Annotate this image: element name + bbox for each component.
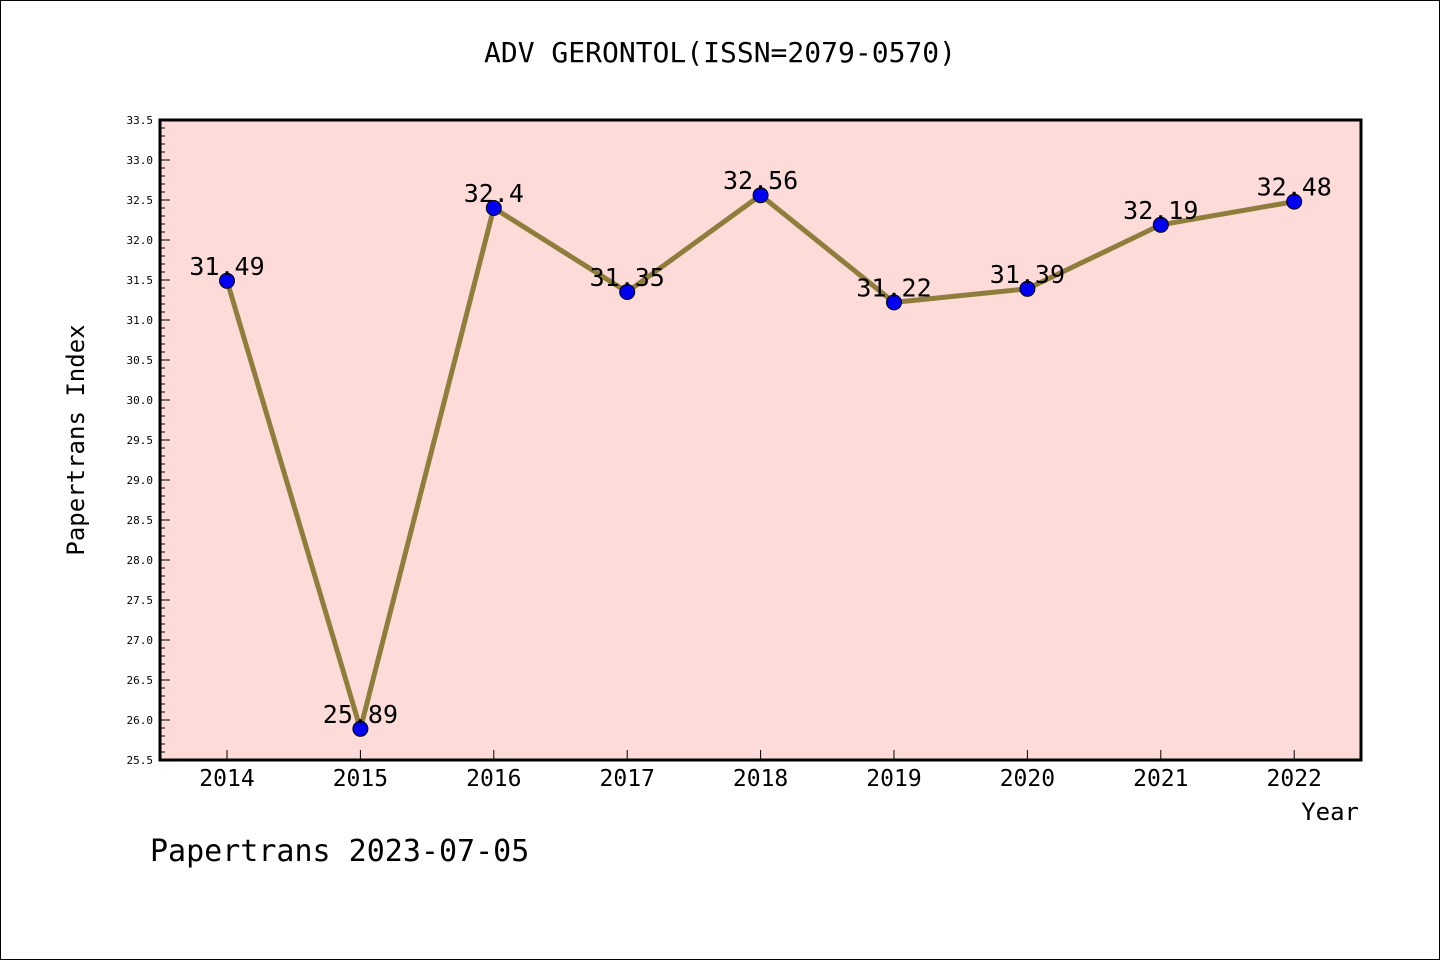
data-label: 32.4 <box>464 179 524 208</box>
data-point <box>1152 216 1169 233</box>
y-tick-label: 33.5 <box>127 114 154 127</box>
y-tick-label: 27.5 <box>127 594 154 607</box>
watermark-text: Papertrans 2023-07-05 <box>150 834 530 869</box>
y-tick-label: 31.0 <box>127 314 154 327</box>
x-tick-label: 2015 <box>333 766 388 792</box>
data-label: 32.56 <box>723 166 798 195</box>
y-tick-label: 29.0 <box>127 474 154 487</box>
y-tick-label: 32.5 <box>127 194 154 207</box>
x-axis: 2014 2015 2016 2017 2018 2019 2020 2021 2022 <box>199 750 1322 792</box>
y-tick-label: 26.5 <box>127 674 154 687</box>
y-axis: 25.5 26.0 26.5 27.0 27.5 28.0 28.5 29.0 29.5 30.0… <box>127 114 170 767</box>
data-label: 31.39 <box>990 260 1065 289</box>
y-tick-label: 30.5 <box>127 354 154 367</box>
x-tick-label: 2022 <box>1267 766 1322 792</box>
y-tick-label: 25.5 <box>127 754 154 767</box>
y-tick-label: 29.5 <box>127 434 154 447</box>
data-label: 31.35 <box>590 263 665 292</box>
data-label: 32.19 <box>1123 196 1198 225</box>
x-tick-label: 2020 <box>1000 766 1055 792</box>
x-axis-label: Year <box>1301 798 1359 826</box>
x-tick-label: 2019 <box>866 766 921 792</box>
markers-group <box>219 187 1303 737</box>
y-tick-label: 28.0 <box>127 554 154 567</box>
y-tick-label: 27.0 <box>127 634 154 647</box>
data-point <box>1019 280 1036 297</box>
data-point <box>352 720 369 737</box>
data-point <box>886 294 902 311</box>
y-axis-label: Papertrans Index <box>62 324 90 555</box>
y-tick-label: 28.5 <box>127 514 154 527</box>
data-label: 31.22 <box>856 273 931 302</box>
y-tick-label: 33.0 <box>127 154 154 167</box>
x-tick-label: 2014 <box>199 766 254 792</box>
data-label: 32.48 <box>1257 173 1332 202</box>
data-point <box>752 187 769 204</box>
y-tick-label: 30.0 <box>127 394 154 407</box>
data-label: 25.89 <box>323 700 398 729</box>
data-point <box>619 284 636 300</box>
y-tick-label: 31.5 <box>127 274 154 287</box>
y-tick-label: 32.0 <box>127 234 154 247</box>
data-point <box>1286 193 1303 210</box>
x-tick-label: 2021 <box>1133 766 1188 792</box>
chart-title: ADV GERONTOL(ISSN=2079-0570) <box>483 36 956 69</box>
data-label: 31.49 <box>189 252 264 281</box>
data-point <box>485 200 502 216</box>
y-tick-label: 26.0 <box>127 714 154 727</box>
x-tick-label: 2017 <box>600 766 655 792</box>
data-labels-group: 31.49 25.89 32.4 31.35 32.56 31.22 31.39 32.19 3… <box>189 166 1331 729</box>
data-point <box>219 272 235 289</box>
x-tick-label: 2018 <box>733 766 788 792</box>
x-tick-label: 2016 <box>466 766 521 792</box>
